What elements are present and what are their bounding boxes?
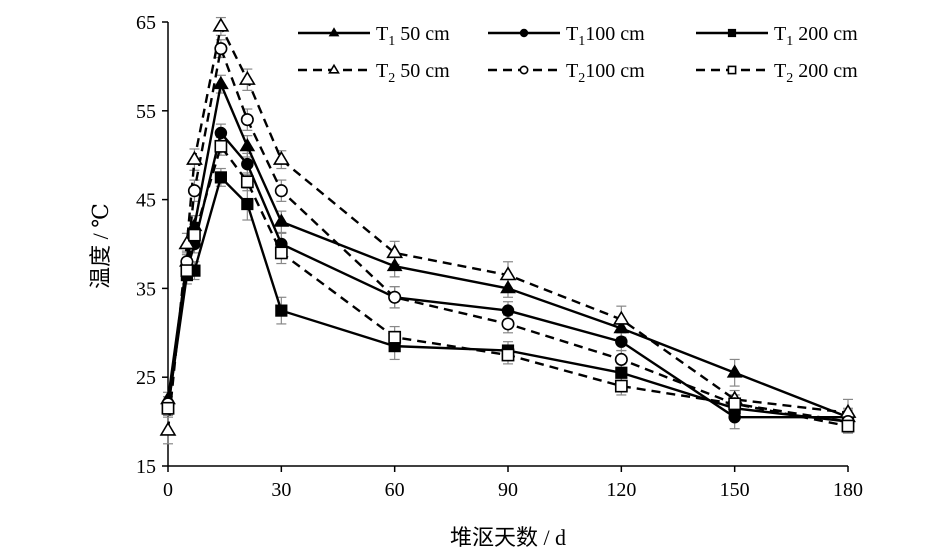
- square-marker: [275, 304, 288, 317]
- axes: 15 25 35 45 55 65 0 30 60 90 120 150 180: [136, 12, 863, 501]
- legend-label: T1100 cm: [566, 23, 645, 49]
- triangle-marker: [386, 257, 403, 272]
- y-tick-label: 25: [136, 367, 156, 389]
- circle-marker: [214, 126, 228, 140]
- circle-marker: [241, 157, 254, 171]
- triangle-marker: [159, 421, 177, 436]
- circle-marker: [187, 184, 201, 198]
- triangle-marker: [328, 27, 340, 37]
- square-marker: [614, 379, 628, 393]
- square-marker: [214, 139, 228, 153]
- triangle-marker: [272, 150, 290, 165]
- y-tick-label: 55: [136, 101, 156, 123]
- series-line: [166, 44, 849, 423]
- triangle-marker: [239, 137, 256, 152]
- triangle-marker: [238, 70, 256, 85]
- x-tick-label: 90: [498, 479, 518, 501]
- triangle-marker: [213, 75, 229, 90]
- error-bars: [163, 16, 853, 445]
- triangle-marker: [186, 150, 203, 165]
- triangle-marker: [499, 266, 517, 281]
- triangle-marker: [726, 364, 743, 378]
- square-marker: [728, 397, 742, 411]
- square-marker: [161, 401, 175, 415]
- square-marker: [241, 197, 254, 211]
- square-marker: [388, 330, 402, 344]
- legend: T1 50 cm T1100 cm T1 200 cm T2 50 cm T2100 c…: [298, 23, 858, 86]
- circle-marker: [214, 42, 228, 56]
- triangle-marker: [212, 17, 230, 32]
- y-tick-label: 15: [136, 456, 156, 478]
- legend-label: T2 50 cm: [376, 60, 450, 86]
- circle-marker: [519, 28, 529, 38]
- square-marker: [180, 264, 194, 278]
- y-axis-title: 温度 / ℃: [88, 203, 113, 289]
- square-marker: [727, 65, 737, 75]
- x-tick-label: 180: [833, 479, 863, 501]
- y-tick-label: 65: [136, 12, 156, 34]
- square-marker: [841, 419, 855, 433]
- x-tick-label: 30: [271, 479, 291, 501]
- circle-marker: [388, 290, 402, 304]
- square-marker: [214, 171, 227, 184]
- square-marker: [240, 175, 254, 189]
- x-axis-title: 堆沤天数 / d: [450, 525, 566, 550]
- triangle-marker: [500, 280, 516, 294]
- legend-label: T1 50 cm: [376, 23, 450, 49]
- legend-label: T2100 cm: [566, 60, 645, 86]
- triangle-marker: [386, 243, 404, 259]
- circle-marker: [274, 184, 288, 198]
- circle-marker: [501, 317, 515, 331]
- legend-label: T2 200 cm: [774, 60, 858, 86]
- triangle-marker: [328, 63, 340, 74]
- x-tick-label: 150: [720, 479, 750, 501]
- triangle-marker: [178, 235, 196, 250]
- square-marker: [274, 246, 288, 260]
- x-tick-label: 60: [385, 479, 405, 501]
- square-marker: [615, 366, 628, 379]
- series-lines: [166, 22, 849, 431]
- series-markers: [159, 17, 857, 436]
- triangle-marker: [613, 320, 630, 334]
- square-marker: [188, 228, 201, 242]
- x-tick-label: 120: [606, 479, 636, 501]
- circle-marker: [615, 335, 628, 348]
- circle-marker: [519, 65, 529, 75]
- triangle-marker: [273, 213, 290, 227]
- circle-marker: [614, 352, 628, 366]
- y-tick-label: 45: [136, 190, 156, 212]
- triangle-marker: [612, 310, 630, 325]
- circle-marker: [240, 113, 254, 127]
- legend-label: T1 200 cm: [774, 23, 858, 49]
- x-tick-label: 0: [163, 479, 173, 501]
- square-marker: [501, 348, 515, 362]
- series-line: [166, 175, 849, 423]
- square-marker: [727, 28, 737, 38]
- circle-marker: [501, 304, 515, 317]
- y-tick-label: 35: [136, 278, 156, 300]
